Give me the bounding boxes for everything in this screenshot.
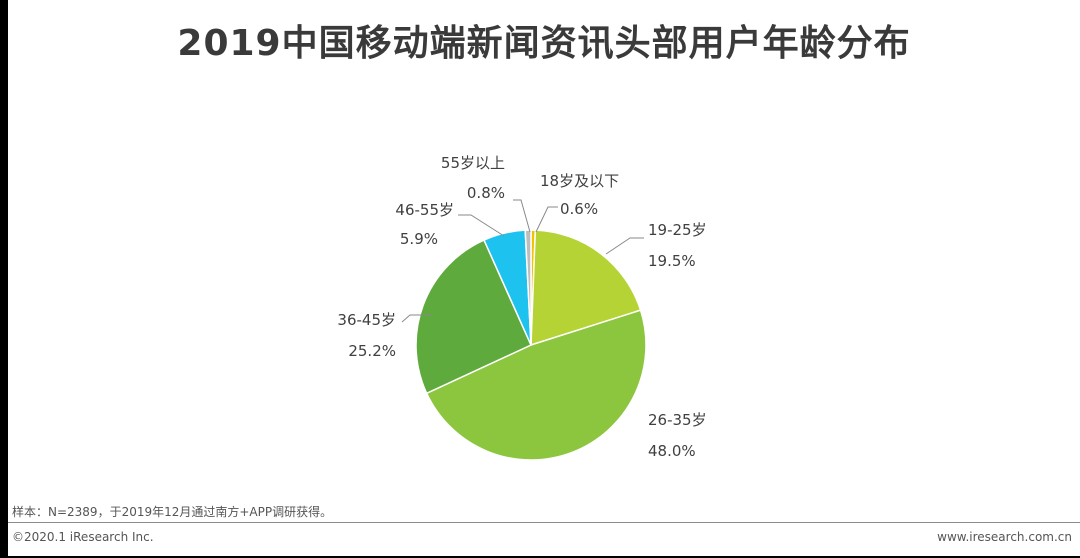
slice-value-label: 25.2% <box>348 342 396 360</box>
slide-frame: 2019中国移动端新闻资讯头部用户年龄分布 18岁及以下 0.6% 19-25岁 19… <box>8 0 1080 556</box>
callout-line-1 <box>535 206 558 233</box>
callout-line-6 <box>513 199 531 233</box>
slice-category-label: 46-55岁 <box>395 201 454 219</box>
page-title: 2019中国移动端新闻资讯头部用户年龄分布 <box>177 23 911 64</box>
pie-slice-3 <box>425 309 647 461</box>
slice-value-label: 0.8% <box>467 184 505 202</box>
callout-line-2 <box>605 237 644 255</box>
pie-slice-2 <box>530 229 642 347</box>
pie-slice-4 <box>415 239 532 395</box>
pie-slice-6 <box>524 229 532 346</box>
callout-line-5 <box>458 214 505 237</box>
website-text: www.iresearch.com.cn <box>937 530 1072 544</box>
slice-category-label: 26-35岁 <box>648 411 707 429</box>
pie-chart: 18岁及以下 0.6% 19-25岁 19.5% 26-35岁 48.0% 36-45岁 25… <box>337 154 707 461</box>
slice-value-label: 0.6% <box>560 200 598 218</box>
slice-category-label: 18岁及以下 <box>540 172 619 190</box>
copyright-text: ©2020.1 iResearch Inc. <box>12 530 154 544</box>
slice-value-label: 19.5% <box>648 252 696 270</box>
slice-value-label: 48.0% <box>648 442 696 460</box>
callout-line-4 <box>401 314 432 323</box>
slice-category-label: 36-45岁 <box>337 311 396 329</box>
slice-category-label: 19-25岁 <box>648 221 707 239</box>
sample-note: 样本：N=2389，于2019年12月通过南方+APP调研获得。 <box>12 505 333 519</box>
slice-value-label: 5.9% <box>400 230 438 248</box>
slice-category-label: 55岁以上 <box>441 154 505 172</box>
footer-divider <box>8 522 1080 523</box>
